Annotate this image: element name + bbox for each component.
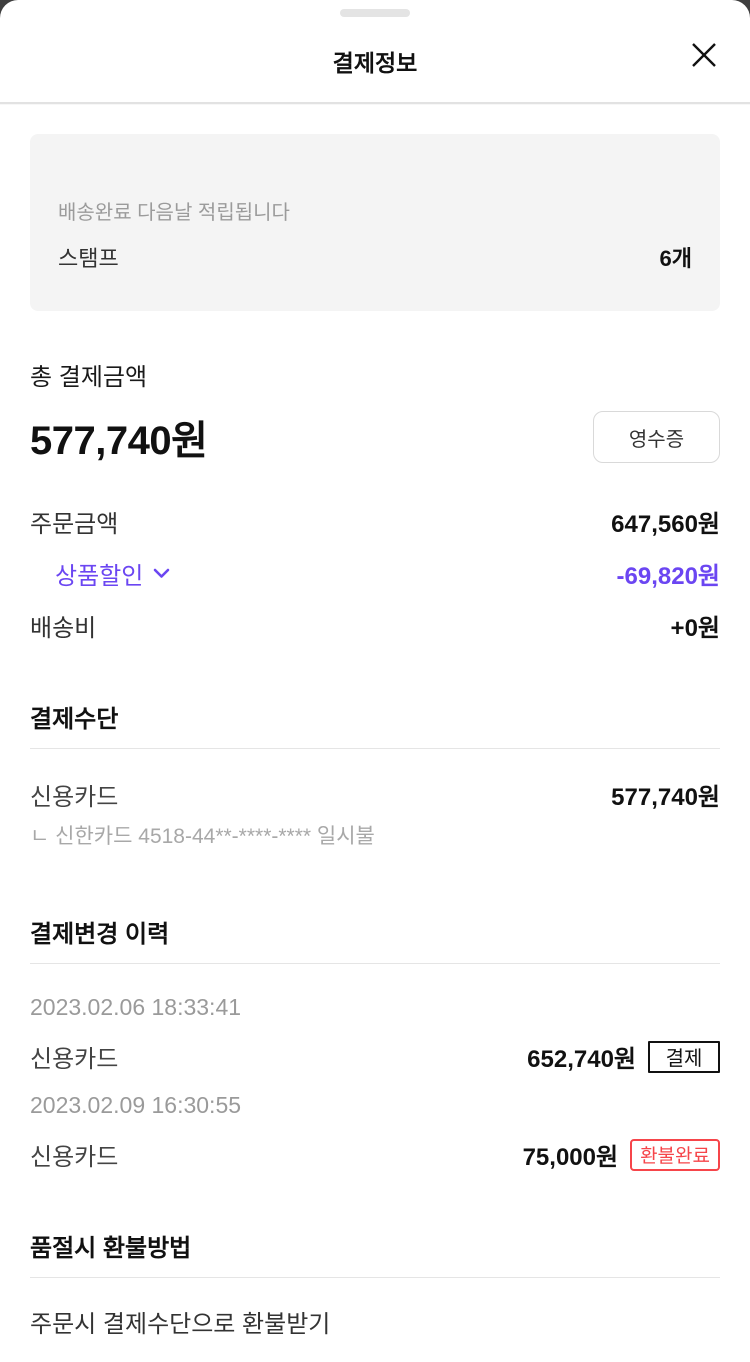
shipping-fee-value: +0원 (670, 615, 720, 642)
history-amount: 652,740원 (527, 1046, 636, 1073)
total-payment-amount: 577,740원 (30, 419, 208, 463)
history-datetime: 2023.02.09 16:30:55 (30, 1092, 242, 1118)
chevron-down-icon (153, 568, 170, 579)
product-discount-row: 상품할인 -69,820원 (30, 556, 720, 591)
stamp-note: 배송완료 다음날 적립됩니다 (58, 202, 290, 224)
order-amount-value: 647,560원 (611, 511, 720, 538)
close-button[interactable] (684, 36, 724, 76)
history-row: 신용카드 652,740원 결제 (30, 1039, 720, 1074)
divider (30, 1277, 720, 1278)
payment-history-section: 결제변경 이력 2023.02.06 18:33:41 신용카드 652,740… (30, 914, 720, 1172)
page-title: 결제정보 (332, 50, 418, 76)
stamp-row: 스탬프 6개 (58, 241, 692, 273)
payment-method-heading: 결제수단 (30, 706, 119, 733)
order-amount-label: 주문금액 (30, 511, 119, 538)
payment-method-row: 신용카드 577,740원 (30, 777, 720, 812)
history-amount: 75,000원 (522, 1144, 619, 1171)
stamp-count: 6개 (659, 246, 692, 271)
divider (30, 748, 720, 749)
history-method: 신용카드 (30, 1046, 119, 1073)
history-method: 신용카드 (30, 1144, 119, 1171)
amount-breakdown: 주문금액 647,560원 상품할인 -69,820원 배송비 +0원 (30, 504, 720, 643)
history-row: 신용카드 75,000원 환불완료 (30, 1137, 720, 1172)
sheet-header: 결제정보 (0, 0, 750, 104)
sheet-content: 배송완료 다음날 적립됩니다 스탬프 6개 총 결제금액 577,740원 영수… (0, 104, 750, 1339)
shipping-fee-label: 배송비 (30, 615, 97, 642)
refund-status-badge: 환불완료 (630, 1138, 720, 1171)
refund-method-text: 주문시 결제수단으로 환불받기 (30, 1311, 331, 1338)
card-detail: ㄴ 신한카드 4518-44**-****-**** 일시불 (30, 825, 375, 848)
order-amount-row: 주문금액 647,560원 (30, 504, 720, 539)
total-payment-row: 577,740원 영수증 (30, 408, 720, 466)
product-discount-value: -69,820원 (616, 563, 720, 590)
stamp-benefit-box: 배송완료 다음날 적립됩니다 스탬프 6개 (30, 134, 720, 311)
close-icon (689, 40, 719, 73)
refund-method-section: 품절시 환불방법 주문시 결제수단으로 환불받기 (30, 1228, 720, 1339)
product-discount-toggle[interactable]: 상품할인 (30, 556, 170, 591)
history-amount-group: 75,000원 환불완료 (523, 1137, 720, 1172)
payment-method-name: 신용카드 (30, 784, 119, 811)
payment-history-heading: 결제변경 이력 (30, 921, 170, 948)
total-payment-label: 총 결제금액 (30, 364, 148, 391)
stamp-label: 스탬프 (58, 246, 119, 271)
payment-method-amount: 577,740원 (611, 784, 720, 811)
payment-status-badge: 결제 (648, 1040, 720, 1073)
shipping-fee-row: 배송비 +0원 (30, 608, 720, 643)
history-amount-group: 652,740원 결제 (527, 1039, 720, 1074)
payment-method-section: 결제수단 신용카드 577,740원 ㄴ 신한카드 4518-44**-****… (30, 699, 720, 850)
receipt-button[interactable]: 영수증 (593, 411, 720, 463)
divider (30, 963, 720, 964)
drag-handle[interactable] (340, 9, 410, 17)
history-datetime: 2023.02.06 18:33:41 (30, 994, 242, 1020)
product-discount-label: 상품할인 (55, 563, 144, 590)
refund-method-heading: 품절시 환불방법 (30, 1235, 192, 1262)
